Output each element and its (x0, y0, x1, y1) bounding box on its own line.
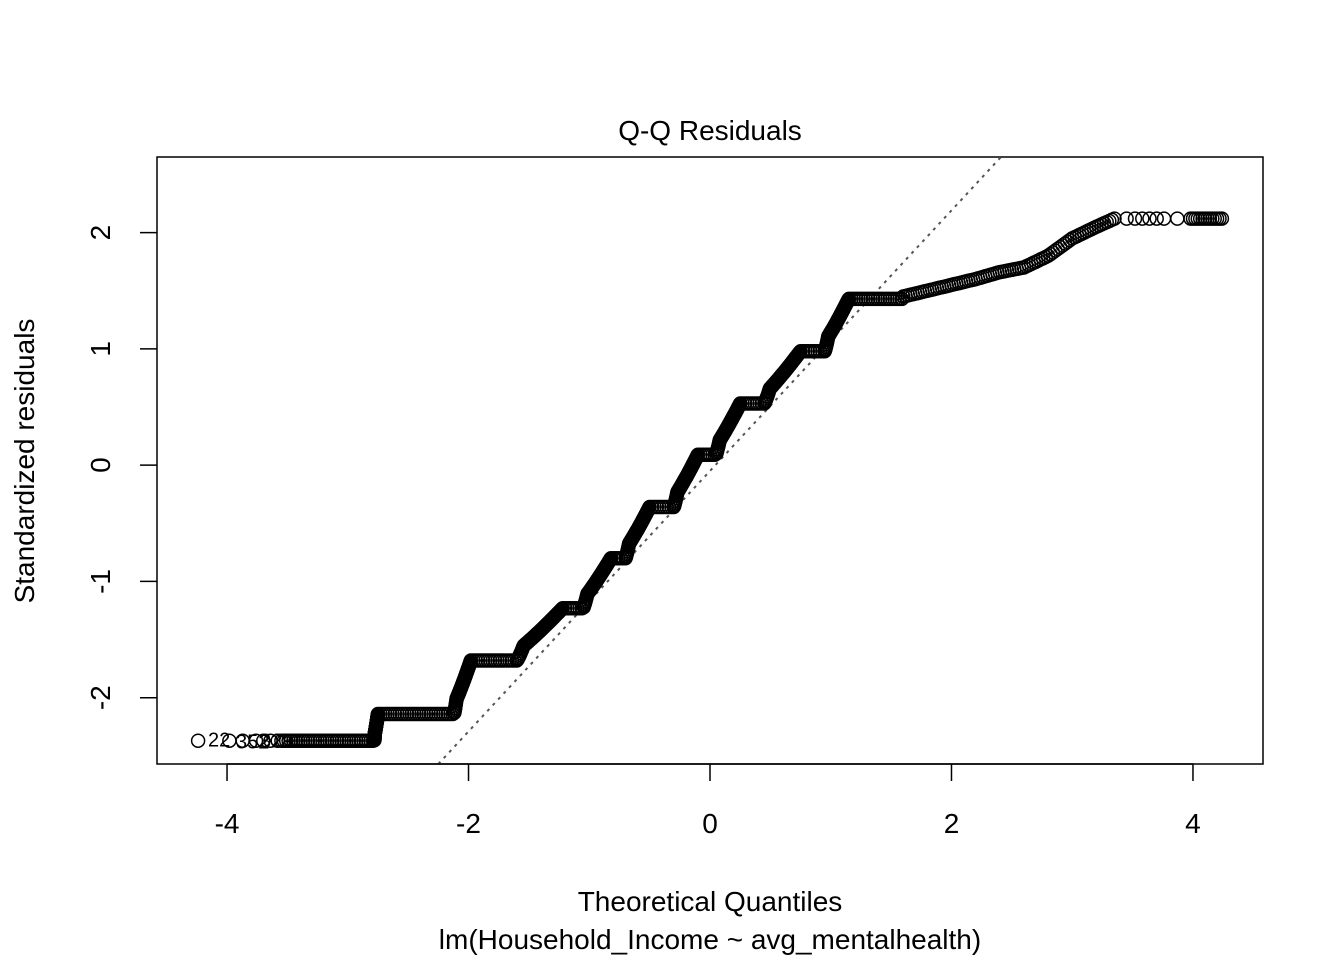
chart-subtitle: lm(Household_Income ~ avg_mentalhealth) (439, 924, 981, 955)
point-label: 352 (236, 732, 269, 754)
reference-line (437, 156, 1002, 765)
point-label: 3291 (260, 731, 305, 753)
data-point (1052, 239, 1068, 255)
data-point (256, 733, 271, 748)
data-point (1214, 211, 1230, 226)
data-point (1135, 211, 1150, 226)
data-point (1127, 211, 1143, 226)
data-point (1055, 238, 1070, 253)
data-point (1119, 211, 1134, 226)
x-axis: -4 -2 0 2 4 (215, 763, 1201, 839)
x-tick-label: 2 (944, 808, 960, 839)
y-axis-label: Standardized residuals (9, 319, 40, 604)
data-point (1045, 245, 1061, 260)
data-point (1043, 246, 1058, 262)
y-tick-label: -2 (85, 685, 116, 710)
data-point (1050, 241, 1065, 257)
data-point (1156, 211, 1172, 226)
x-tick-label: 0 (702, 808, 718, 839)
x-tick-label: -2 (456, 808, 481, 839)
y-tick-label: 2 (85, 225, 116, 241)
x-axis-label: Theoretical Quantiles (578, 886, 843, 917)
data-point (1048, 243, 1063, 258)
data-point (1149, 211, 1164, 226)
data-point (1107, 211, 1122, 226)
y-tick-label: 1 (85, 341, 116, 357)
x-tick-label: 4 (1185, 808, 1201, 839)
y-tick-label: -1 (85, 569, 116, 594)
data-point (1170, 211, 1185, 226)
y-tick-label: 0 (85, 457, 116, 473)
point-label: 22 (208, 730, 230, 752)
data-point (190, 733, 206, 748)
data-point (1142, 211, 1157, 226)
chart-title: Q-Q Residuals (618, 115, 802, 146)
data-point (1040, 248, 1056, 264)
y-axis: -2 -1 0 1 2 (85, 225, 157, 710)
x-tick-label: -4 (215, 808, 240, 839)
data-point (248, 733, 264, 748)
